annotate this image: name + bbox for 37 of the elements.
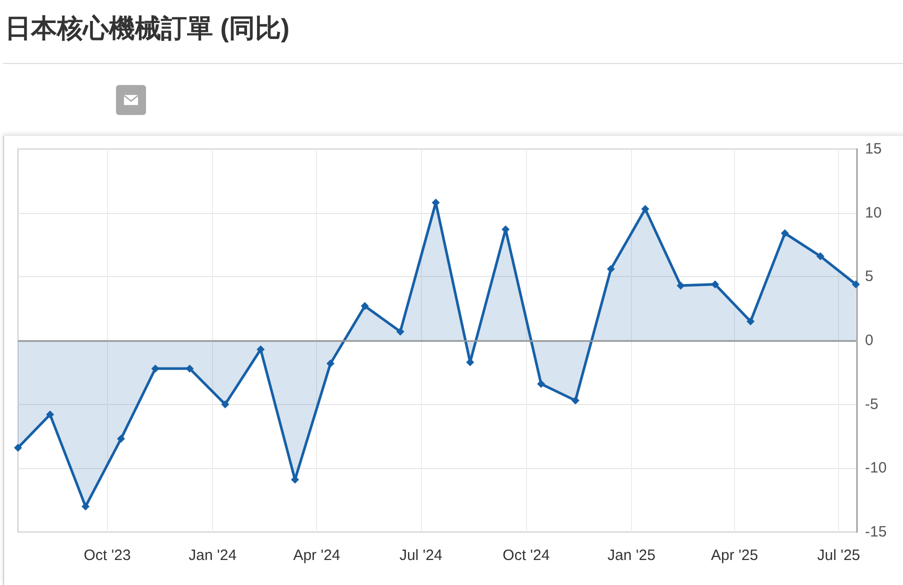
point [326,359,334,368]
x-tick-label: Jan '25 [608,547,656,564]
point [711,280,720,288]
x-tick-label: Apr '25 [710,547,758,564]
y-tick-label: 15 [865,140,882,158]
point [676,282,685,290]
point [186,364,194,373]
y-tick-label: -10 [865,460,887,477]
point [641,205,650,214]
x-tick-label: Jan '24 [188,547,237,564]
x-tick-label: Oct '24 [502,547,550,564]
x-tick-label: Jul '25 [817,547,860,564]
x-tick-label: Apr '24 [293,547,340,564]
point [746,317,755,326]
point [14,444,22,452]
point [360,302,369,310]
y-tick-label: 0 [865,332,874,349]
y-tick-label: 10 [865,204,882,222]
point [46,410,54,419]
y-tick-label: 5 [865,268,874,286]
point [396,328,404,336]
point [780,229,789,238]
point [606,265,615,274]
x-tick-label: Oct '23 [84,547,131,564]
y-tick-label: -15 [865,524,887,540]
point [117,434,126,443]
point [256,345,265,354]
x-tick-label: Jul '24 [399,547,442,564]
chart-title: 日本核心機械訂單 (同比) [5,12,290,45]
point [852,280,860,288]
point [537,380,546,388]
point [151,364,160,373]
point [82,502,90,510]
point [571,396,580,405]
point [221,400,230,408]
point [816,252,824,260]
y-tick-label: -5 [865,396,878,413]
